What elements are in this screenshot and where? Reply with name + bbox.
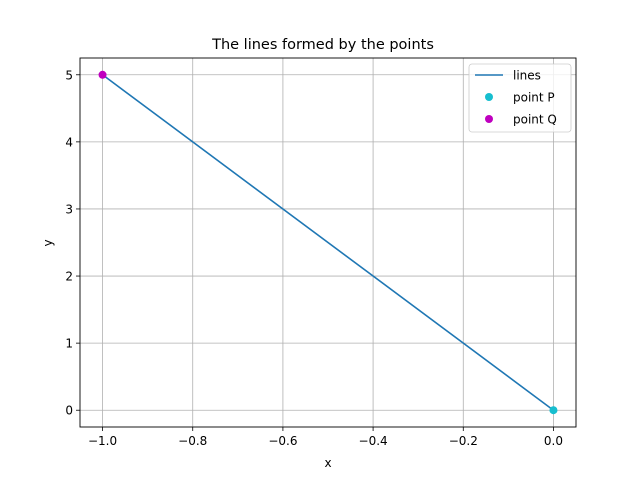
x-tick-label: −0.6 <box>268 434 297 448</box>
y-tick-label: 0 <box>65 404 73 418</box>
y-tick-label: 3 <box>65 202 73 216</box>
y-tick-label: 2 <box>65 270 73 284</box>
x-tick-label: 0.0 <box>544 434 563 448</box>
legend-label: point P <box>513 91 555 105</box>
x-tick-label: −0.8 <box>178 434 207 448</box>
x-axis-label: x <box>324 456 331 470</box>
series-line <box>102 74 554 411</box>
plot-frame <box>79 57 577 428</box>
data-point <box>549 406 558 415</box>
x-tick-label: −0.4 <box>359 434 388 448</box>
legend: lines point P point Q <box>468 63 572 133</box>
data-point <box>98 70 107 79</box>
legend-label: lines <box>513 69 541 83</box>
legend-label: point Q <box>513 113 557 127</box>
data-layer <box>98 70 558 415</box>
tick-layer: −1.0 −0.8 −0.6 −0.4 −0.2 0.0 0 1 2 3 4 5 <box>65 68 563 448</box>
x-tick-label: −0.2 <box>449 434 478 448</box>
y-tick-label: 1 <box>65 337 73 351</box>
chart-title: The lines formed by the points <box>211 37 434 53</box>
y-tick-label: 4 <box>65 135 73 149</box>
legend-marker-swatch <box>485 115 493 123</box>
x-tick-label: −1.0 <box>88 434 117 448</box>
legend-marker-swatch <box>485 93 493 101</box>
y-tick-label: 5 <box>65 68 73 82</box>
y-axis-label: y <box>41 239 55 246</box>
legend-box <box>468 63 572 133</box>
